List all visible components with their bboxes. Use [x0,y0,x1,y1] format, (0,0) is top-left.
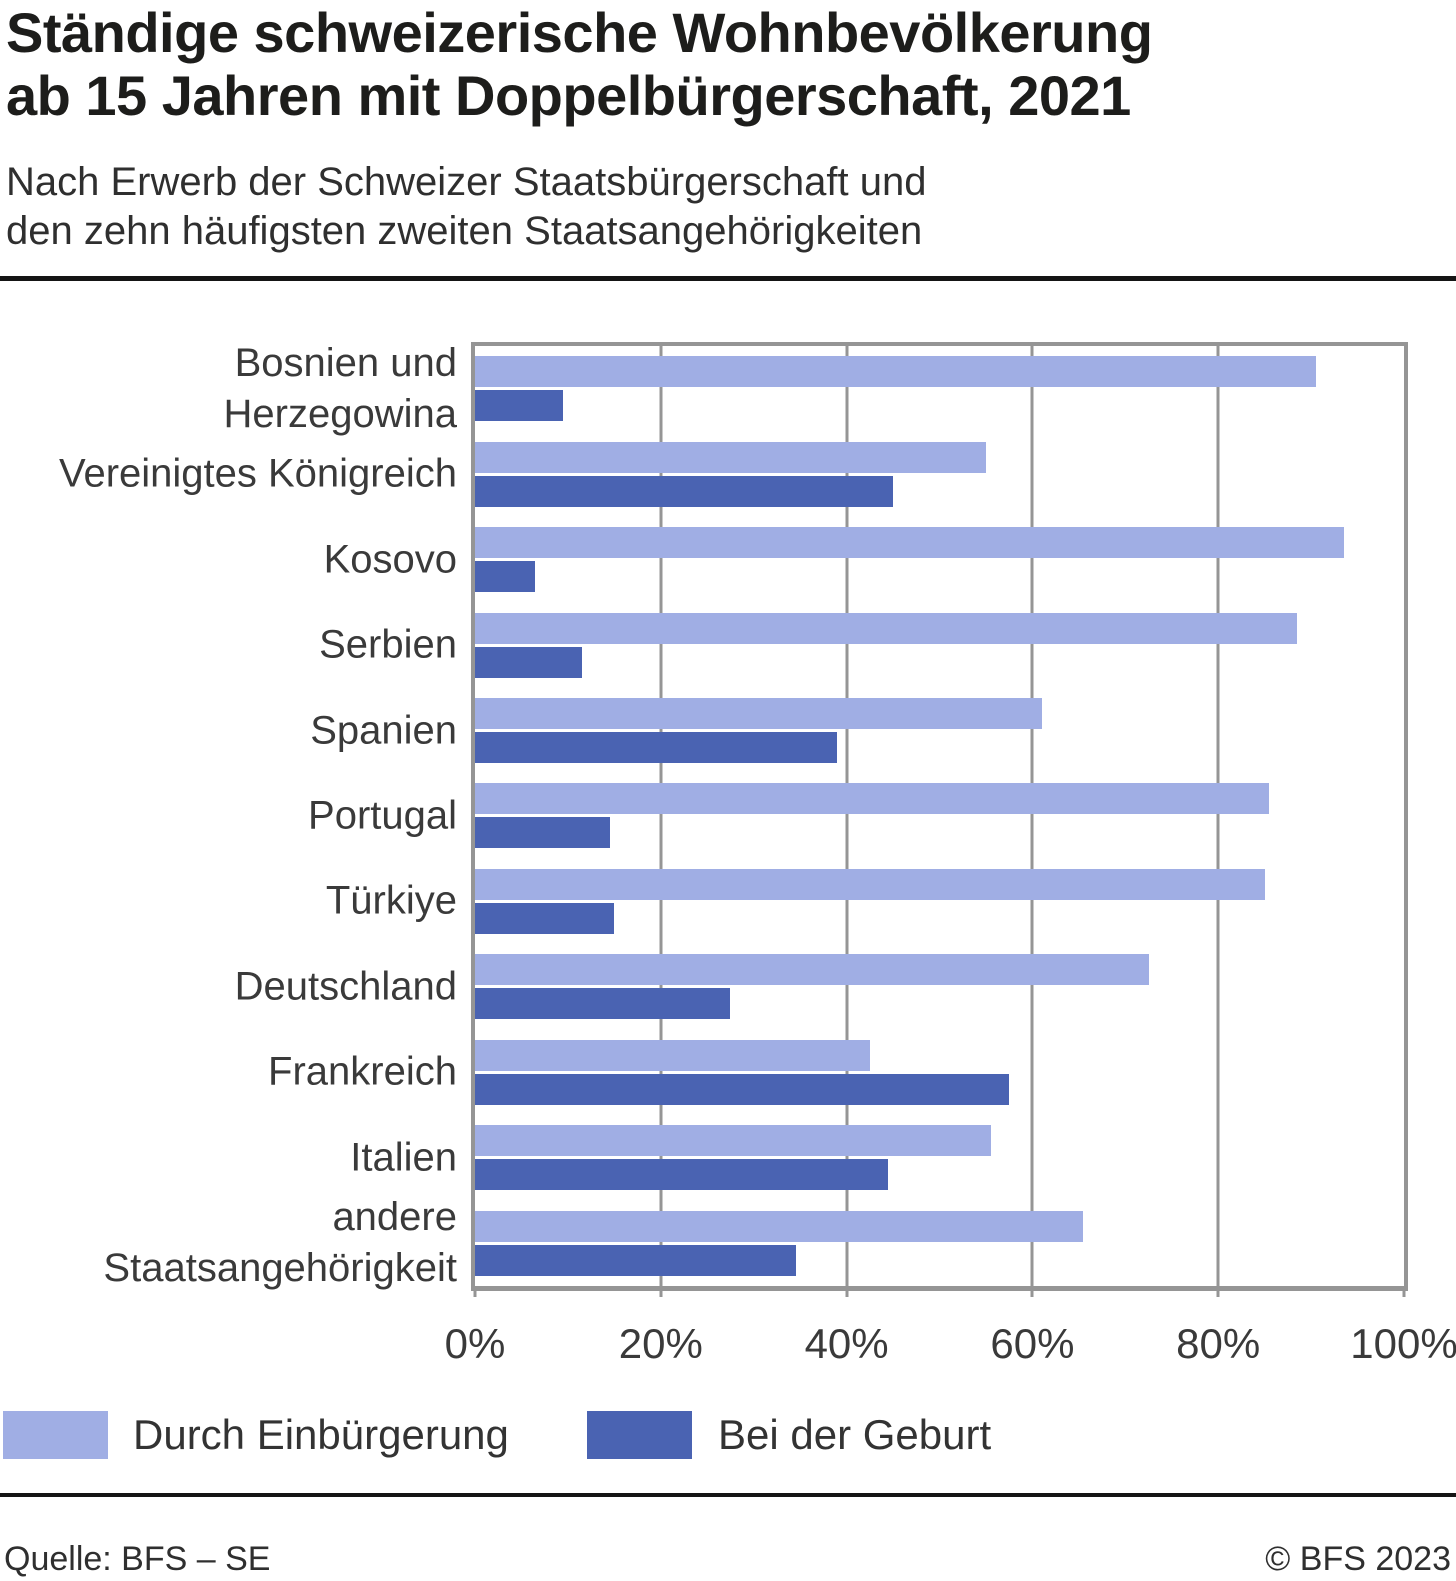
title-line-1: Ständige schweizerische Wohnbevölkerung [6,1,1153,64]
bar-einbuergerung [475,356,1316,388]
bar-row: andere Staatsangehörigkeit [103,1195,1404,1290]
bar-rows: Bosnien und Herzegowina Vereinigtes König… [59,341,1404,1290]
bar-geburt [475,732,838,764]
bar-row: Vereinigtes Königreich [59,431,1404,516]
category-label: Spanien [310,707,457,752]
axis-tick-label: 60% [990,1320,1075,1367]
bar-einbuergerung [475,441,986,473]
category-label: Türkiye [325,878,457,923]
bar-einbuergerung [475,1125,991,1157]
category-label: Serbien [319,622,457,667]
category-label: Italien [350,1135,457,1180]
legend-swatch-einbuergerung [3,1411,108,1459]
bar-einbuergerung [475,868,1265,900]
bar-geburt [475,1159,889,1191]
category-label: andere Staatsangehörigkeit [103,1195,457,1291]
legend: Durch Einbürgerung Bei der Geburt [3,1411,1453,1459]
bar-geburt [475,1073,1010,1105]
page-title: Ständige schweizerische Wohnbevölkerung … [6,1,1153,127]
gridline-60% [1030,346,1034,1286]
footer-divider [0,1493,1456,1497]
source-note: Quelle: BFS – SE [4,1540,271,1578]
gridline-20% [659,346,663,1286]
axis-tick-80% [1216,1286,1220,1297]
gridline-80% [1216,346,1220,1286]
category-label: Kosovo [323,537,457,582]
axis-tick-60% [1030,1286,1034,1297]
axis-tick-label: 0% [444,1320,506,1367]
bar-einbuergerung [475,612,1298,644]
bar-geburt [475,561,536,593]
axis-tick-label: 100% [1350,1320,1456,1367]
category-label: Frankreich [268,1049,457,1094]
bar-geburt [475,902,615,934]
bar-einbuergerung [475,527,1344,559]
axis-tick-label: 20% [618,1320,703,1367]
category-label: Vereinigtes Königreich [58,451,457,496]
bar-geburt [475,390,564,422]
category-label: Deutschland [234,964,457,1009]
bar-row: Portugal [308,773,1404,858]
legend-swatch-geburt [587,1411,692,1459]
category-label: Bosnien und Herzegowina [223,340,457,436]
bar-einbuergerung [475,1039,870,1071]
bar-row: Serbien [319,602,1404,687]
bar-row: Frankreich [268,1030,1404,1115]
bar-einbuergerung [475,783,1270,815]
axis-tick-label: 80% [1176,1320,1261,1367]
legend-label-einbuergerung: Durch Einbürgerung [133,1411,509,1458]
bar-geburt [475,1244,796,1276]
bar-row: Türkiye [326,859,1404,944]
axis-tick-0% [473,1286,477,1297]
category-label: Portugal [308,793,457,838]
bar-geburt [475,988,731,1020]
bar-geburt [475,475,894,507]
title-line-2: ab 15 Jahren mit Doppelbürgerschaft, 202… [6,63,1131,127]
gridline-40% [845,346,849,1286]
plot-area: 0% 20% 40% 60% 80% 100% Bosnien und Herzegowin… [59,341,1456,1367]
bar-row: Kosovo [324,517,1404,602]
page-subtitle: Nach Erwerb der Schweizer Staatsbürgersc… [6,158,926,256]
subtitle-line-1: Nach Erwerb der Schweizer Staatsbürgersc… [6,160,927,204]
bar-row: Italien [350,1115,1404,1200]
bar-row: Deutschland [235,944,1404,1029]
header-divider [0,276,1456,281]
bar-einbuergerung [475,698,1042,730]
bar-row: Spanien [310,688,1404,773]
bar-row: Bosnien und Herzegowina [224,341,1404,436]
subtitle-line-2: den zehn häufigsten zweiten Staatsangehö… [6,209,923,254]
bar-geburt [475,817,610,849]
axis-tick-40% [845,1286,849,1297]
bar-geburt [475,646,582,678]
axis-tick-100% [1402,1286,1406,1297]
axis-tick-label: 40% [804,1320,889,1367]
bar-einbuergerung [475,1210,1084,1242]
axis-tick-20% [659,1286,663,1297]
legend-label-geburt: Bei der Geburt [718,1411,992,1458]
bar-einbuergerung [475,954,1149,986]
copyright-note: © BFS 2023 [1265,1540,1451,1578]
